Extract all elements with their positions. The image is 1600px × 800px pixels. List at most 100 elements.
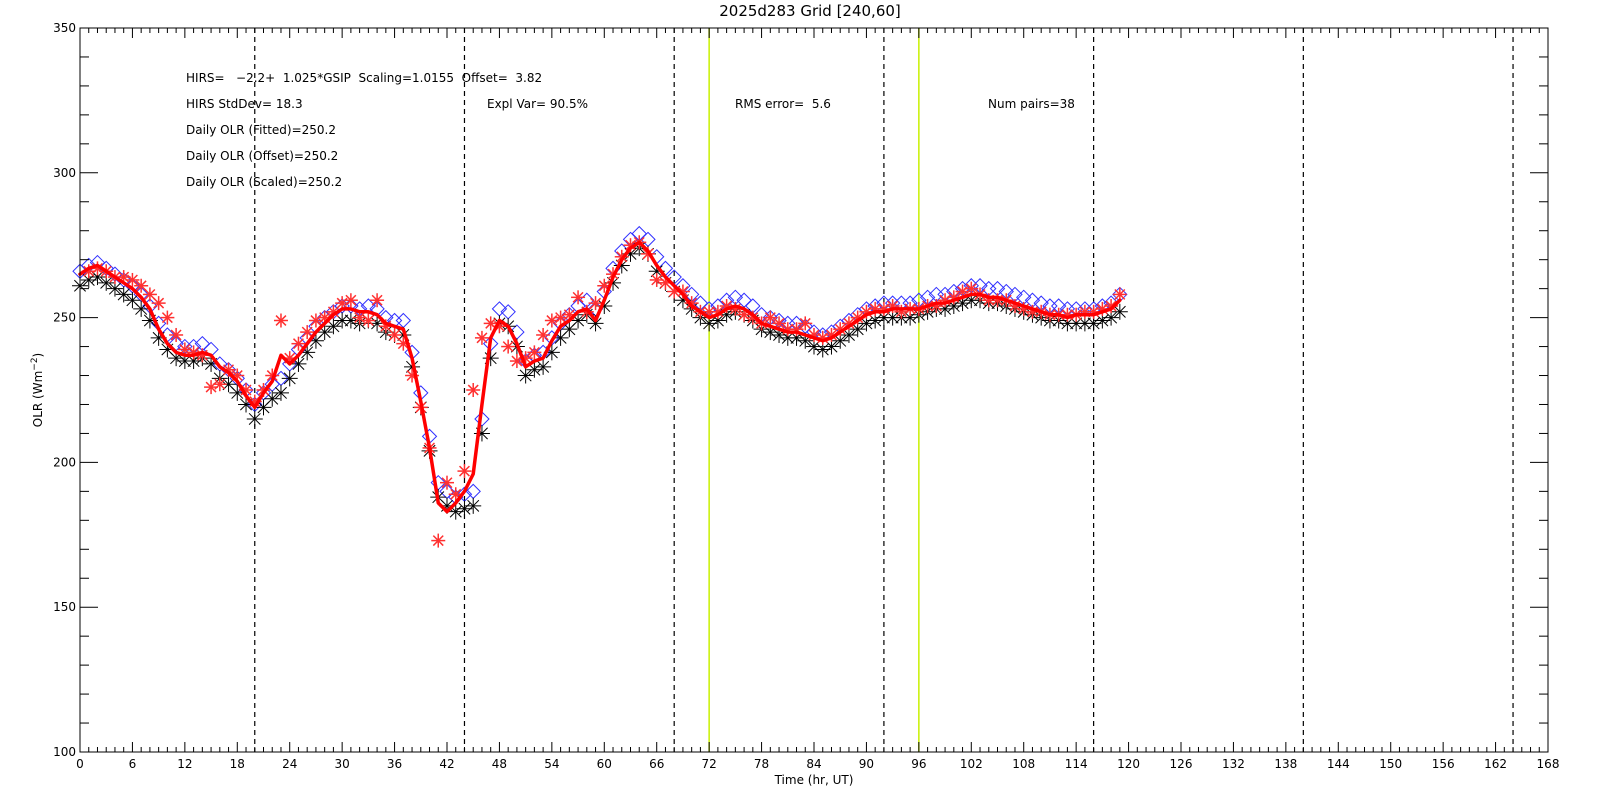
y-axis-label-close: ) xyxy=(31,353,45,358)
hirs-point-stroke xyxy=(91,262,103,274)
hirs-point-stroke xyxy=(677,286,689,298)
gsip-point-stroke xyxy=(720,308,733,321)
hirs-point xyxy=(160,310,175,325)
hirs-point-stroke xyxy=(126,274,138,286)
gsip-point-stroke xyxy=(851,323,864,336)
gsip-point-stroke xyxy=(956,297,969,310)
hirs-point-stroke xyxy=(764,312,776,324)
y-tick-label: 350 xyxy=(53,21,76,35)
gsip-point-stroke xyxy=(703,317,716,330)
gsip-point-stroke xyxy=(458,502,471,515)
x-tick-label: 72 xyxy=(702,757,717,771)
x-tick-label: 36 xyxy=(387,757,402,771)
gsip-point xyxy=(535,358,552,375)
gsip-point-stroke xyxy=(842,328,855,341)
hirs-point xyxy=(169,327,184,342)
x-tick-label: 0 xyxy=(76,757,84,771)
gsip-point-stroke xyxy=(624,247,637,260)
gsip-point-stroke xyxy=(91,271,104,284)
gsip-point xyxy=(281,370,298,387)
hirs-point-stroke xyxy=(441,477,453,489)
gsip-point-stroke xyxy=(266,392,279,405)
gsip-point-stroke xyxy=(947,300,960,313)
gsip-point-stroke xyxy=(449,505,462,518)
x-tick-label: 96 xyxy=(911,757,926,771)
hirs-point-stroke xyxy=(537,329,549,341)
hirs-point-stroke xyxy=(799,317,811,329)
gsip-point-stroke xyxy=(545,346,558,359)
hirs-point xyxy=(134,278,149,293)
hirs-point xyxy=(125,272,140,287)
hirs-point xyxy=(571,290,586,305)
x-tick-label: 114 xyxy=(1065,757,1088,771)
gsip-point-stroke xyxy=(82,273,95,286)
y-tick-label: 100 xyxy=(53,745,76,759)
hirs-point-stroke xyxy=(747,312,759,324)
gsip-point-stroke xyxy=(589,317,602,330)
gsip-point-stroke xyxy=(825,340,838,353)
hirs-stddev: HIRS StdDev= 18.3 xyxy=(186,97,303,111)
hirs-point-stroke xyxy=(598,280,610,292)
gsip-point-stroke xyxy=(939,302,952,315)
gsip-point-stroke xyxy=(187,355,200,368)
hirs-point-stroke xyxy=(590,297,602,309)
series-layer xyxy=(72,225,1128,548)
y-tick-label: 250 xyxy=(53,311,76,325)
gsip-point-stroke xyxy=(676,294,689,307)
gsip-point xyxy=(613,257,630,274)
hirs-point-stroke xyxy=(161,312,173,324)
gsip-point-stroke xyxy=(1105,311,1118,324)
hirs-point xyxy=(221,362,236,377)
gsip-point-stroke xyxy=(467,499,480,512)
hirs-point xyxy=(308,313,323,328)
y-axis-label-superscript: −2 xyxy=(30,357,40,370)
hirs-point-stroke xyxy=(345,294,357,306)
hirs-point-stroke xyxy=(354,312,366,324)
hirs-point xyxy=(440,475,454,490)
gsip-point-stroke xyxy=(869,314,882,327)
hirs-point-stroke xyxy=(485,317,497,329)
daily-olr-fitted: Daily OLR (Fitted)=250.2 xyxy=(186,123,336,137)
x-tick-label: 60 xyxy=(597,757,612,771)
x-tick-label: 162 xyxy=(1484,757,1507,771)
x-tick-label: 24 xyxy=(282,757,297,771)
vertical-reference-lines xyxy=(254,28,1514,752)
hirs-point xyxy=(457,464,472,479)
gsip-point xyxy=(465,497,482,514)
x-tick-label: 42 xyxy=(439,757,454,771)
x-tick-label: 12 xyxy=(177,757,192,771)
gsip-point-stroke xyxy=(108,282,121,295)
daily-olr-scaled: Daily OLR (Scaled)=250.2 xyxy=(186,175,342,189)
hirs-point xyxy=(527,345,542,360)
gsip-point-stroke xyxy=(301,346,314,359)
hirs-point xyxy=(370,293,385,308)
hirs-point-stroke xyxy=(371,294,383,306)
hirs-point xyxy=(798,316,813,331)
gsip-point-stroke xyxy=(327,320,340,333)
hirs-point-stroke xyxy=(135,280,147,292)
gsip-point-stroke xyxy=(100,276,113,289)
gsip-point xyxy=(246,410,263,427)
regression-equation: HIRS= −2.2+ 1.025*GSIP Scaling=1.0155 Of… xyxy=(186,71,542,85)
hirs-point xyxy=(212,377,227,392)
gsip-point xyxy=(832,332,849,349)
hirs-point-stroke xyxy=(214,378,226,390)
hirs-point-stroke xyxy=(292,338,304,350)
y-tick-label: 300 xyxy=(53,166,76,180)
gsip-point-stroke xyxy=(519,369,532,382)
hirs-point-stroke xyxy=(432,535,444,547)
x-tick-label: 132 xyxy=(1222,757,1245,771)
y-axis-label-main: OLR (Wm xyxy=(31,371,45,428)
hirs-point-stroke xyxy=(572,291,584,303)
hirs-point-stroke xyxy=(467,384,479,396)
gsip-point-stroke xyxy=(126,294,139,307)
hirs-point-stroke xyxy=(170,329,182,341)
x-tick-label: 108 xyxy=(1012,757,1035,771)
gsip-point-stroke xyxy=(528,363,541,376)
hirs-point-stroke xyxy=(301,326,313,338)
gsip-point-stroke xyxy=(292,357,305,370)
num-pairs: Num pairs=38 xyxy=(988,97,1075,111)
hirs-point xyxy=(387,327,402,342)
gsip-point-stroke xyxy=(117,288,130,301)
